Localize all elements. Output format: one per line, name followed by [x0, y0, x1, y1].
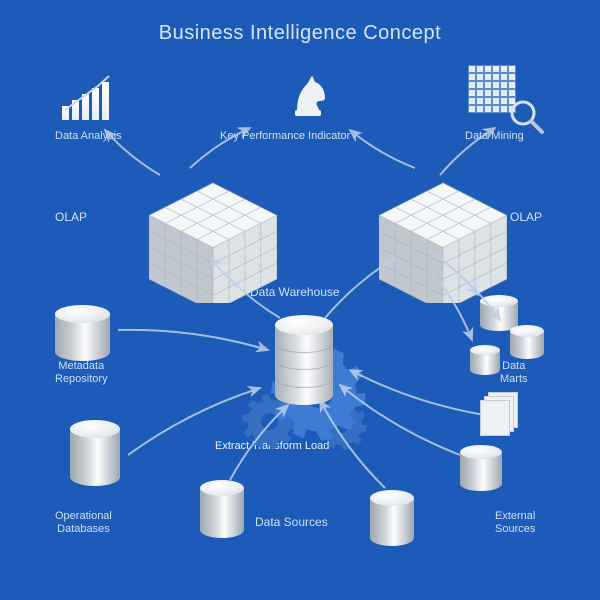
- olap-cube-left: [145, 175, 281, 303]
- label-data-marts: Data Marts: [500, 360, 528, 386]
- label-external: External Sources: [495, 510, 535, 536]
- magnifier-icon: [510, 100, 546, 136]
- bar-chart-icon: [62, 70, 112, 120]
- cylinder-operational: [70, 420, 120, 486]
- data-grid-icon: [468, 65, 516, 113]
- diagram-title: Business Intelligence Concept: [0, 22, 600, 45]
- label-data-sources: Data Sources: [255, 515, 328, 529]
- cylinder-src-mid: [200, 480, 244, 538]
- cylinder-metadata: [55, 305, 110, 361]
- cylinder-warehouse: [275, 315, 333, 405]
- label-operational: Operational Databases: [55, 510, 112, 536]
- paper-sheet-icon: [480, 400, 510, 436]
- bi-concept-diagram: Business Intelligence Concept Data Analys…: [0, 0, 600, 600]
- label-data-analysis: Data Analysis: [55, 130, 122, 143]
- label-olap-left: OLAP: [55, 210, 87, 224]
- label-kpi: Key Performance Indicator: [220, 130, 350, 143]
- chess-knight-icon: [285, 68, 333, 126]
- cylinder-mart2: [510, 325, 544, 359]
- cylinder-src-right: [370, 490, 414, 546]
- cylinder-ext1: [460, 445, 502, 491]
- cylinder-mart3: [470, 345, 500, 375]
- olap-cube-right: [375, 175, 511, 303]
- label-metadata: Metadata Repository: [55, 360, 108, 386]
- label-olap-right: OLAP: [510, 210, 542, 224]
